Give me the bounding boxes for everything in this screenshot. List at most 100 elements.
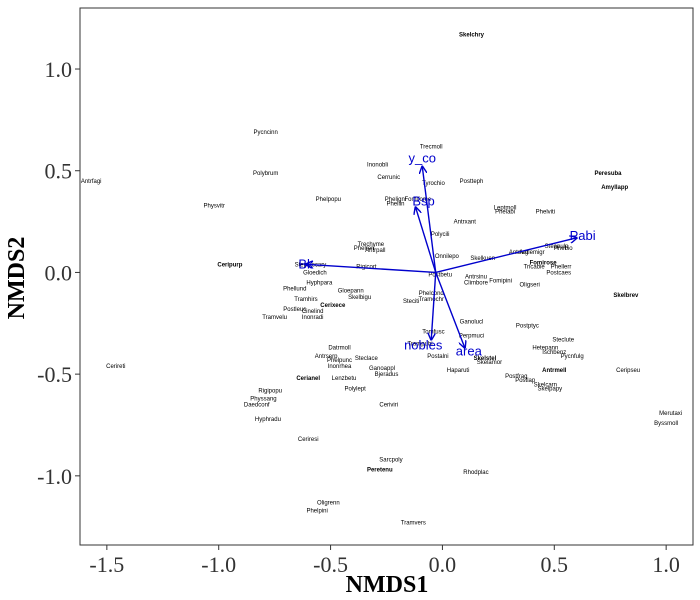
environmental-vectors: y_co Bsp Pabi Bk nobles area	[298, 151, 595, 359]
y-tick-label: 0.5	[45, 159, 73, 184]
vector-arrow	[422, 167, 437, 273]
species-label: Antrmell	[542, 368, 567, 374]
species-label: Hyphradu	[255, 417, 281, 423]
species-label: Byssmoll	[654, 421, 678, 427]
vector-label: area	[456, 344, 483, 359]
species-label: Antlemigr	[519, 250, 544, 256]
species-label: Tramvers	[401, 521, 426, 527]
species-label: Antrfag	[509, 250, 528, 256]
species-label: Trechyme	[358, 242, 385, 248]
species-label: Oligseri	[520, 283, 540, 289]
vector-label: Pabi	[570, 228, 596, 243]
species-label: Skelamor	[477, 360, 502, 366]
species-label: Cerixece	[320, 303, 346, 309]
species-label: Ganolucl	[460, 319, 484, 325]
species-label: Skelchry	[459, 32, 485, 38]
species-label: Hetepann	[532, 346, 558, 352]
species-label: Lenzbetu	[332, 376, 357, 382]
species-label: Cerireti	[106, 364, 125, 370]
y-tick-label: -1.0	[37, 464, 72, 489]
species-label: Postteph	[460, 179, 484, 185]
species-label: Phelreri	[354, 246, 375, 252]
y-tick-label: -0.5	[37, 362, 72, 387]
species-label: Trecmoll	[420, 144, 443, 150]
vector-label: nobles	[404, 338, 443, 353]
species-label: Pycnfulg	[561, 354, 584, 360]
vector-arrow	[431, 272, 437, 339]
species-label: Polylept	[344, 386, 366, 392]
species-label: Steclace	[355, 356, 379, 362]
species-label: Rhodplac	[463, 470, 488, 476]
species-label: Leptmoll	[494, 205, 517, 211]
species-label: Datrmoll	[328, 346, 350, 352]
vector-arrow	[306, 264, 436, 274]
species-label: Postbetu	[428, 272, 452, 278]
x-tick-label: -1.0	[201, 552, 236, 577]
species-label: Gloepann	[338, 289, 364, 295]
species-label: Tramochr	[419, 297, 444, 303]
species-label: Postfrag	[505, 374, 527, 380]
species-label: Inonradi	[302, 315, 324, 321]
species-label: Onnilepo	[435, 254, 460, 260]
species-label: Polybrum	[253, 171, 278, 177]
species-label: Phelignl	[385, 197, 406, 203]
species-label: Ischbenz	[542, 350, 566, 356]
species-label: Rigipopu	[258, 388, 282, 394]
species-label: Tomfusc	[422, 329, 444, 335]
species-label: Tyrochio	[422, 181, 445, 187]
x-tick-label: -1.5	[89, 552, 124, 577]
species-label: Bjeradus	[375, 372, 399, 378]
y-tick-label: 0.0	[45, 260, 73, 285]
x-tick-label: 0.5	[541, 552, 569, 577]
species-label: Tricabie	[524, 264, 546, 270]
species-label: Oligrenn	[317, 500, 340, 506]
vector-arrow	[435, 272, 465, 347]
y-axis-title: NMDS2	[4, 237, 30, 320]
species-label: Antrserp	[315, 354, 338, 360]
species-label: Phellund	[283, 287, 306, 293]
species-label: Inonrhea	[328, 364, 352, 370]
species-label: Steclute	[552, 338, 574, 344]
species-label: Skelcarn	[534, 382, 557, 388]
species-label: Phelcond	[419, 291, 444, 297]
x-tick-label: 1.0	[652, 552, 680, 577]
species-label: Haparuti	[447, 368, 470, 374]
species-label: Peretenu	[367, 468, 393, 474]
x-axis-title: NMDS1	[346, 572, 429, 598]
species-label: Postlap	[515, 378, 536, 384]
vector-label: y_co	[409, 151, 436, 166]
plot-border	[79, 7, 694, 546]
species-label: Antrxant	[454, 220, 477, 226]
species-label: Ceripseu	[616, 368, 640, 374]
species-label: Phellerr	[551, 264, 572, 270]
species-label: Phelpunc	[327, 358, 352, 364]
species-points: Skelchry Pycncinn Trecmoll Inonobli Cerrunic…	[81, 32, 682, 526]
species-label: Cerrunic	[377, 175, 400, 181]
species-label: Tramvelu	[262, 315, 287, 321]
species-label: Pycncinn	[254, 130, 278, 136]
species-label: Amyllapp	[601, 185, 628, 191]
species-label: Ceriresi	[298, 437, 319, 443]
species-label: Climbore	[464, 281, 489, 287]
species-label: Skelstel	[474, 356, 497, 362]
species-label: Daedconf	[244, 403, 270, 409]
species-label: Antrpall	[365, 248, 385, 254]
species-label: Skelpapy	[537, 386, 562, 392]
y-tick-label: 1.0	[45, 57, 73, 82]
species-label: Hyphpara	[306, 281, 333, 287]
species-label: Phelpopu	[316, 197, 341, 203]
y-axis: -1.0 -0.5 0.0 0.5 1.0	[37, 57, 80, 489]
species-label: Ganoappl	[369, 366, 395, 372]
species-label: Polycili	[431, 232, 450, 238]
species-label: Phellin	[386, 201, 404, 207]
species-label: Phebio	[554, 246, 573, 252]
species-label: Antrfagi	[81, 179, 102, 185]
species-label: Ceriviri	[379, 403, 398, 409]
species-label: Postalni	[427, 354, 448, 360]
species-label: Inonobli	[367, 163, 388, 169]
species-label: Merutaxi	[659, 411, 682, 417]
species-label: Antrsinu	[465, 275, 487, 281]
species-label: Physsang	[250, 397, 276, 403]
species-label: Fomifome	[404, 197, 431, 203]
